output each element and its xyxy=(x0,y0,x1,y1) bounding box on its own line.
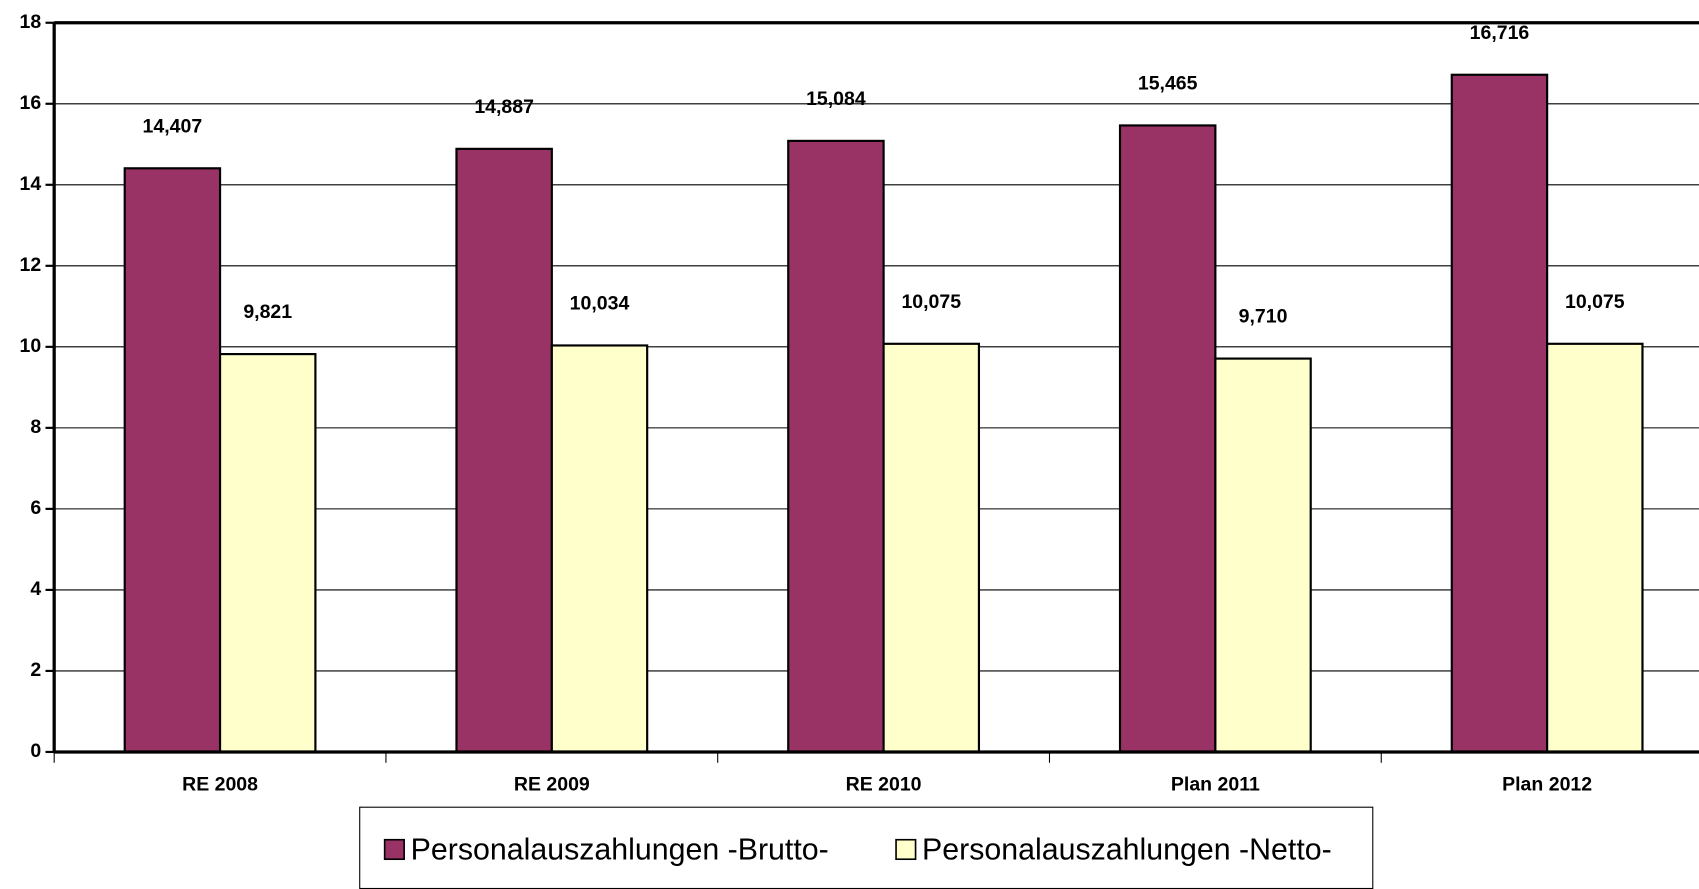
legend-swatch xyxy=(895,838,917,861)
legend-swatch xyxy=(383,838,405,861)
y-tick-label: 2 xyxy=(30,659,41,681)
legend-box xyxy=(359,806,1374,889)
bar xyxy=(1214,357,1312,754)
bar xyxy=(1546,342,1644,754)
legend-label: Personalauszahlungen -Brutto- xyxy=(411,834,829,867)
value-label: 10,075 xyxy=(901,291,961,313)
bar xyxy=(882,342,981,754)
y-tick-label: 14 xyxy=(19,173,41,195)
bar xyxy=(455,147,553,754)
legend-label: Personalauszahlungen -Netto- xyxy=(922,834,1332,867)
value-label: 9,710 xyxy=(1239,306,1288,328)
x-tick-label: RE 2009 xyxy=(514,774,590,796)
bar xyxy=(787,139,885,754)
y-tick-label: 8 xyxy=(30,416,41,438)
x-tick-label: Plan 2012 xyxy=(1502,774,1592,796)
y-tick-label: 18 xyxy=(19,11,41,33)
y-tick-label: 0 xyxy=(30,740,41,762)
bar xyxy=(550,344,649,754)
value-label: 10,034 xyxy=(570,292,630,314)
value-label: 16,716 xyxy=(1470,22,1530,44)
y-tick-label: 10 xyxy=(19,335,41,357)
value-label: 9,821 xyxy=(243,301,292,323)
x-tick-label: RE 2010 xyxy=(846,774,922,796)
y-tick-label: 12 xyxy=(19,254,41,276)
bar xyxy=(218,353,317,754)
value-label: 14,887 xyxy=(474,96,534,118)
value-label: 10,075 xyxy=(1565,291,1625,313)
value-label: 15,084 xyxy=(806,88,866,110)
y-tick-label: 6 xyxy=(30,497,41,519)
bar xyxy=(1450,73,1549,754)
y-tick-label: 4 xyxy=(30,578,41,600)
x-tick-label: Plan 2011 xyxy=(1171,774,1260,796)
value-label: 15,465 xyxy=(1138,72,1198,94)
bar xyxy=(123,167,222,754)
chart-body: 0 2 4 6 8 10 12 14 16 18 RE 2008 14,407 9,821 RE 2009… xyxy=(19,11,1699,889)
x-tick-label: RE 2008 xyxy=(182,774,258,796)
y-tick-label: 16 xyxy=(19,92,41,114)
bar xyxy=(1118,124,1217,754)
value-label: 14,407 xyxy=(143,115,203,137)
